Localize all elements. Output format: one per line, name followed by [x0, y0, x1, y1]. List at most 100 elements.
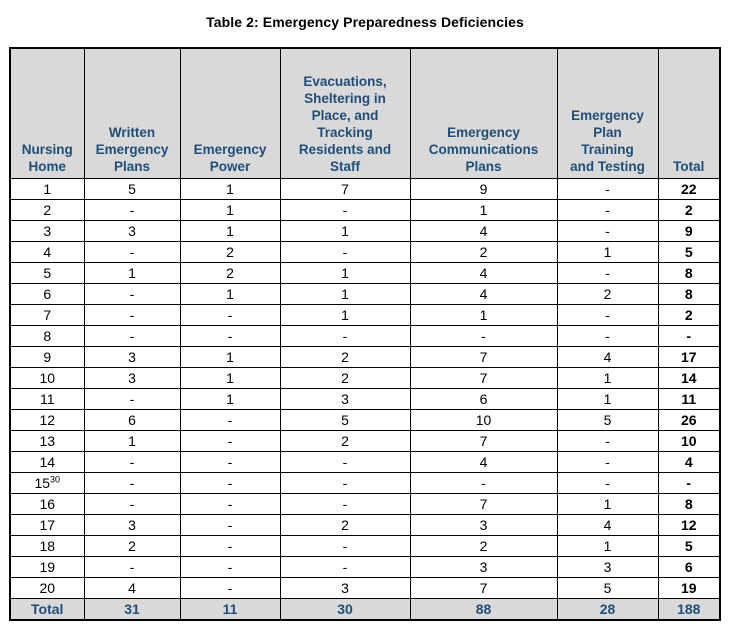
deficiency-count-cell: - [83, 325, 181, 347]
deficiency-count-cell: - [556, 178, 659, 200]
deficiency-count-cell: 7 [409, 346, 558, 368]
column-total-cell: 31 [83, 598, 181, 621]
row-total-cell: 17 [657, 346, 721, 368]
deficiency-count-cell: 1 [409, 304, 558, 326]
deficiency-count-cell: 1 [179, 388, 281, 410]
col-header-nursing-home: Nursing Home [9, 47, 85, 179]
deficiency-count-cell: 2 [179, 241, 281, 263]
table-row: 19- - -3 3 6 [9, 556, 721, 578]
nursing-home-cell: 12 [9, 409, 85, 431]
footnote-ref: 30 [50, 474, 61, 485]
column-total-cell: 28 [556, 598, 659, 621]
deficiency-count-cell: 1 [279, 220, 411, 242]
nursing-home-cell: 6 [9, 283, 85, 305]
deficiency-count-cell: - [83, 304, 181, 326]
deficiency-count-cell: - [179, 577, 281, 599]
deficiency-count-cell: 2 [179, 262, 281, 284]
deficiency-count-cell: 2 [279, 430, 411, 452]
nursing-home-cell: 19 [9, 556, 85, 578]
nursing-home-cell: 2 [9, 199, 85, 221]
deficiency-count-cell: 2 [279, 346, 411, 368]
row-total-cell: 8 [657, 493, 721, 515]
deficiency-count-cell: - [83, 493, 181, 515]
deficiency-count-cell: - [279, 493, 411, 515]
deficiency-count-cell: 1 [179, 346, 281, 368]
deficiency-count-cell: 1 [409, 199, 558, 221]
deficiency-count-cell: - [179, 430, 281, 452]
deficiency-count-cell: - [556, 199, 659, 221]
row-total-cell: 4 [657, 451, 721, 473]
deficiency-count-cell: - [83, 241, 181, 263]
deficiency-count-cell: 1 [279, 262, 411, 284]
deficiency-count-cell: 1 [556, 241, 659, 263]
deficiency-count-cell: - [179, 493, 281, 515]
deficiency-count-cell: 1 [83, 262, 181, 284]
row-total-cell: 22 [657, 178, 721, 200]
deficiency-count-cell: - [279, 535, 411, 557]
deficiency-count-cell: - [179, 304, 281, 326]
nursing-home-cell: 1530 [9, 472, 85, 494]
deficiency-count-cell: 1 [83, 430, 181, 452]
deficiency-count-cell: - [179, 451, 281, 473]
table-row: 9 3 1 2 7 4 17 [9, 346, 721, 368]
deficiency-count-cell: 3 [409, 556, 558, 578]
table-body: 1 5 1 7 9-22 2-1-1-2 3 3 1 1 4-9 4-2-2 1 5 5 1 2 1 4-8 6-1 1… [9, 178, 721, 621]
total-row-label: Total [9, 598, 85, 621]
deficiency-count-cell: 5 [556, 409, 659, 431]
deficiency-count-cell: 4 [409, 283, 558, 305]
table-row: 14- - -4-4 [9, 451, 721, 473]
deficiency-count-cell: - [179, 556, 281, 578]
nursing-home-cell: 5 [9, 262, 85, 284]
deficiency-count-cell: - [409, 472, 558, 494]
deficiency-count-cell: - [83, 472, 181, 494]
deficiency-count-cell: - [556, 304, 659, 326]
table-row: 17 3-2 3 4 12 [9, 514, 721, 536]
deficiency-count-cell: 5 [83, 178, 181, 200]
deficiency-count-cell: 4 [409, 451, 558, 473]
table-title: Table 2: Emergency Preparedness Deficien… [206, 14, 524, 30]
table-row: 8------ [9, 325, 721, 347]
deficiency-count-cell: 4 [83, 577, 181, 599]
deficiency-count-cell: 1 [179, 367, 281, 389]
deficiency-count-cell: 7 [409, 493, 558, 515]
row-total-cell: 8 [657, 283, 721, 305]
nursing-home-cell: 8 [9, 325, 85, 347]
table-row: 11-1 3 6 1 11 [9, 388, 721, 410]
nursing-home-cell: 10 [9, 367, 85, 389]
table-row: 1 5 1 7 9-22 [9, 178, 721, 200]
deficiency-count-cell: - [556, 451, 659, 473]
nursing-home-cell: 4 [9, 241, 85, 263]
col-header-written-emergency-plans: Written Emergency Plans [83, 47, 181, 179]
table-row: 16- - -7 1 8 [9, 493, 721, 515]
deficiency-count-cell: - [83, 451, 181, 473]
deficiency-count-cell: 3 [83, 367, 181, 389]
deficiency-count-cell: - [556, 430, 659, 452]
row-total-cell: 5 [657, 241, 721, 263]
deficiency-count-cell: 3 [409, 514, 558, 536]
nursing-home-cell: 13 [9, 430, 85, 452]
deficiency-count-cell: - [279, 199, 411, 221]
deficiency-count-cell: 2 [409, 241, 558, 263]
deficiency-count-cell: 2 [556, 283, 659, 305]
deficiency-count-cell: 6 [83, 409, 181, 431]
row-total-cell: 11 [657, 388, 721, 410]
table-row: 10 3 1 2 7 1 14 [9, 367, 721, 389]
col-header-total: Total [657, 47, 721, 179]
column-total-cell: 30 [279, 598, 411, 621]
deficiency-count-cell: 1 [179, 178, 281, 200]
deficiency-count-cell: - [83, 556, 181, 578]
nursing-home-cell: 1 [9, 178, 85, 200]
deficiency-count-cell: 2 [409, 535, 558, 557]
deficiency-count-cell: - [179, 514, 281, 536]
deficiency-count-cell: - [179, 409, 281, 431]
deficiency-count-cell: 2 [279, 367, 411, 389]
row-total-cell: 26 [657, 409, 721, 431]
deficiency-count-cell: 1 [556, 388, 659, 410]
table-row: 18 2- -2 1 5 [9, 535, 721, 557]
deficiency-count-cell: 7 [409, 577, 558, 599]
table-header: Nursing Home Written Emergency Plans Eme… [9, 47, 721, 179]
